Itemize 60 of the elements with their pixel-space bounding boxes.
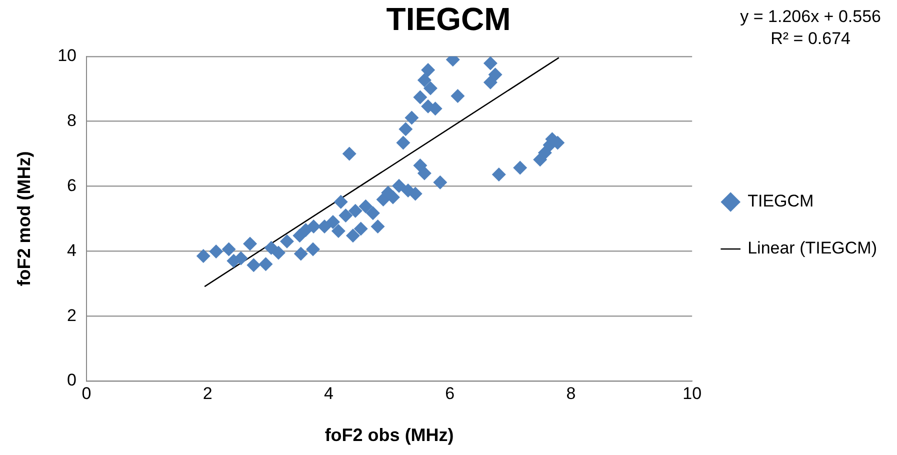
legend-label: TIEGCM <box>748 192 814 211</box>
point <box>413 90 428 104</box>
x-tick-label: 10 <box>682 384 702 403</box>
point <box>358 199 373 214</box>
y-tick-label: 0 <box>67 370 77 390</box>
point <box>196 249 210 264</box>
point <box>450 89 465 103</box>
point <box>417 166 432 180</box>
point <box>334 194 348 209</box>
point <box>433 175 448 190</box>
point <box>492 168 506 182</box>
point <box>326 214 340 229</box>
point <box>417 73 432 88</box>
point <box>280 234 294 248</box>
point <box>408 186 422 201</box>
point <box>258 257 273 272</box>
point <box>421 63 436 78</box>
x-tick-label: 6 <box>445 384 455 403</box>
y-tick-label: 4 <box>67 240 77 260</box>
point <box>222 242 236 256</box>
point <box>538 146 552 160</box>
point <box>331 224 346 238</box>
y-tick-label: 6 <box>67 176 77 195</box>
point <box>423 81 438 96</box>
point <box>392 178 406 193</box>
point <box>348 204 362 218</box>
point <box>318 219 332 234</box>
point <box>488 68 502 82</box>
x-tick-label: 0 <box>82 384 92 403</box>
point <box>370 219 385 234</box>
point <box>243 236 258 251</box>
point <box>306 242 320 256</box>
chart-title: TIEGCM <box>386 1 511 38</box>
text: R² = 0.674 <box>770 28 852 50</box>
point <box>396 136 410 150</box>
legend-label: Linear (TIEGCM) <box>748 238 878 258</box>
point <box>209 244 224 258</box>
point <box>294 246 308 261</box>
point <box>366 206 380 220</box>
x-tick-label: 8 <box>566 384 576 403</box>
point <box>354 222 368 236</box>
point <box>513 160 528 175</box>
point <box>398 122 413 136</box>
point <box>338 208 353 222</box>
point <box>404 110 419 125</box>
y-tick-label: 10 <box>58 46 77 66</box>
point <box>346 228 360 243</box>
x-axis-title: foF2 obs (MHz) <box>324 425 454 446</box>
point <box>483 56 498 70</box>
x-tick-label: 2 <box>202 384 212 403</box>
text: y = 1.206x + 0.556 <box>740 6 881 28</box>
y-axis-title: foF2 mod (MHz) <box>14 151 34 286</box>
point <box>246 258 261 272</box>
y-tick-label: 8 <box>67 111 77 130</box>
x-tick-label: 4 <box>324 384 334 403</box>
point <box>483 75 498 90</box>
point <box>271 246 286 260</box>
point <box>306 219 321 234</box>
point <box>342 146 356 161</box>
y-tick-label: 2 <box>67 306 77 325</box>
